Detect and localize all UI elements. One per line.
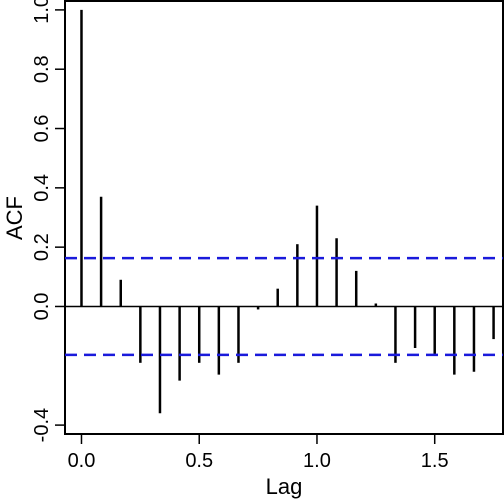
confidence-bounds — [65, 256, 503, 357]
y-tick-label: -0.4 — [31, 408, 53, 442]
x-tick-label: 0.0 — [68, 450, 96, 472]
y-tick-label: 0.8 — [31, 55, 53, 83]
plot-frame — [64, 0, 504, 435]
y-axis: -0.4 0.0 0.2 0.4 0.6 0.8 1.0 — [31, 0, 66, 442]
x-tick-label: 1.5 — [421, 450, 449, 472]
y-tick-label: 0.4 — [31, 174, 53, 202]
y-tick-label: 0.6 — [31, 115, 53, 143]
y-tick-label: 1.0 — [31, 0, 53, 24]
y-axis-label: ACF — [2, 196, 27, 240]
x-tick-label: 1.0 — [303, 450, 331, 472]
y-tick-label: 0.0 — [31, 293, 53, 321]
x-axis-label: Lag — [266, 474, 303, 499]
acf-bars — [65, 9, 503, 414]
x-tick-label: 0.5 — [185, 450, 213, 472]
x-axis: 0.0 0.5 1.0 1.5 — [68, 433, 449, 472]
y-tick-label: 0.2 — [31, 233, 53, 261]
